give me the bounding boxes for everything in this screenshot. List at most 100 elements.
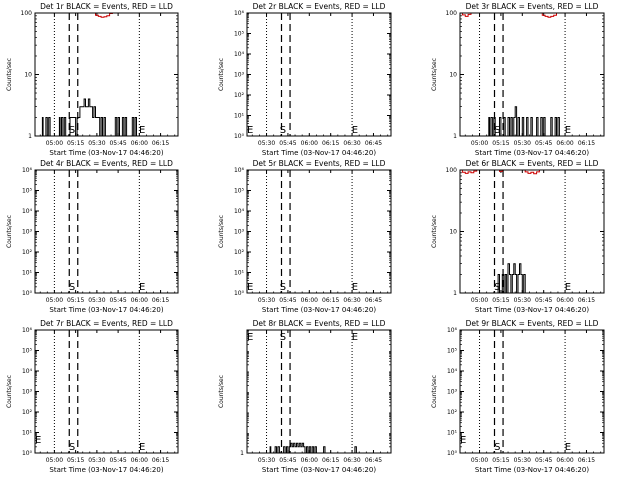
y-tick-label: 10¹ (234, 270, 245, 277)
x-tick-label: 06:15 (152, 297, 169, 304)
y-tick-label: 10⁰ (22, 450, 33, 457)
x-tick-label: 06:15 (322, 140, 339, 147)
lld-series-line (92, 13, 113, 18)
events-series-line (269, 442, 357, 453)
plot-frame (34, 169, 179, 294)
series-group (269, 442, 357, 453)
y-tick-label: 10³ (22, 229, 33, 236)
interval-marker-s: S (494, 282, 500, 293)
y-tick-label: 1 (240, 450, 244, 457)
y-axis-label: Counts/sec (431, 58, 438, 91)
plot-frame (459, 169, 605, 294)
y-tick-label: 10⁶ (22, 327, 33, 334)
y-tick-label: 10⁵ (234, 188, 245, 195)
interval-marker-s: S (494, 442, 500, 453)
y-tick-label: 10⁴ (447, 368, 458, 375)
x-axis-label: Start Time (03-Nov-17 04:46:20) (49, 149, 163, 157)
y-tick-label: 10⁴ (234, 208, 245, 215)
y-tick-label: 10⁴ (22, 208, 33, 215)
interval-marker-e: E (352, 282, 358, 293)
events-series-line (496, 263, 526, 293)
y-tick-label: 10⁰ (447, 450, 458, 457)
panel-title: Det 7r BLACK = Events, RED = LLD (40, 319, 173, 328)
x-tick-label: 06:15 (322, 457, 339, 464)
y-tick-label: 10⁰ (22, 290, 33, 297)
y-tick-label: 10² (22, 409, 33, 416)
x-tick-label: 05:15 (492, 140, 509, 147)
y-axis-label: Counts/sec (218, 375, 225, 408)
y-tick-label: 10⁵ (22, 348, 33, 355)
x-tick-label: 06:15 (152, 457, 169, 464)
series-group (460, 13, 560, 136)
x-tick-label: 06:00 (131, 297, 148, 304)
x-tick-label: 05:00 (471, 297, 488, 304)
x-tick-label: 06:00 (301, 457, 318, 464)
x-tick-label: 06:30 (343, 457, 360, 464)
y-tick-label: 10⁵ (234, 31, 245, 38)
interval-marker-s: S (280, 332, 286, 343)
lld-series-line (460, 170, 478, 174)
events-series-line (488, 106, 560, 136)
y-tick-label: 10 (449, 72, 457, 79)
detector-panel-9: Det 9r BLACK = Events, RED = LLD Counts/s… (431, 319, 605, 474)
x-tick-label: 05:00 (471, 457, 488, 464)
interval-marker-s: S (280, 282, 286, 293)
x-tick-label: 05:45 (279, 140, 296, 147)
interval-marker-e: E (35, 435, 41, 446)
detector-panel-6: Det 6r BLACK = Events, RED = LLD Counts/s… (431, 159, 605, 314)
x-tick-label: 06:15 (578, 297, 595, 304)
y-tick-label: 100 (446, 167, 458, 174)
lld-series-line (539, 13, 557, 18)
y-tick-label: 10⁶ (22, 167, 33, 174)
detector-panel-3: Det 3r BLACK = Events, RED = LLD Counts/s… (431, 2, 605, 157)
x-tick-label: 06:00 (131, 457, 148, 464)
x-tick-label: 05:15 (492, 297, 509, 304)
x-tick-label: 06:15 (152, 140, 169, 147)
interval-marker-e: E (247, 125, 253, 136)
interval-marker-e: E (247, 332, 253, 343)
x-tick-label: 05:45 (535, 457, 552, 464)
x-tick-label: 06:00 (301, 297, 318, 304)
x-tick-label: 05:15 (67, 297, 84, 304)
x-tick-label: 05:00 (471, 140, 488, 147)
x-tick-label: 05:30 (514, 297, 531, 304)
y-tick-label: 10⁴ (22, 368, 33, 375)
interval-marker-e: E (139, 442, 145, 453)
x-axis-label: Start Time (03-Nov-17 04:46:20) (475, 149, 589, 157)
y-tick-label: 10⁵ (22, 188, 33, 195)
x-tick-label: 05:15 (492, 457, 509, 464)
y-tick-label: 10¹ (22, 430, 33, 437)
x-tick-label: 05:00 (46, 297, 63, 304)
x-axis-label: Start Time (03-Nov-17 04:46:20) (262, 306, 376, 314)
interval-marker-e: E (565, 442, 571, 453)
detector-panel-5: Det 5r BLACK = Events, RED = LLD Counts/s… (218, 159, 392, 314)
y-tick-label: 10² (22, 249, 33, 256)
interval-marker-e: E (139, 125, 145, 136)
y-tick-label: 10¹ (234, 113, 245, 120)
y-tick-label: 10⁰ (234, 290, 245, 297)
panel-title: Det 1r BLACK = Events, RED = LLD (40, 2, 173, 11)
panel-title: Det 8r BLACK = Events, RED = LLD (253, 319, 386, 328)
interval-marker-e: E (352, 125, 358, 136)
x-tick-label: 06:45 (365, 297, 382, 304)
x-tick-label: 05:45 (109, 297, 126, 304)
y-axis-label: Counts/sec (6, 215, 13, 248)
y-axis-label: Counts/sec (431, 375, 438, 408)
x-tick-label: 05:45 (535, 297, 552, 304)
x-axis-label: Start Time (03-Nov-17 04:46:20) (262, 149, 376, 157)
events-series-line (41, 98, 137, 136)
y-axis-label: Counts/sec (218, 215, 225, 248)
detector-panel-2: Det 2r BLACK = Events, RED = LLD Counts/s… (218, 2, 392, 157)
detector-panel-8: Det 8r BLACK = Events, RED = LLD Counts/s… (218, 319, 392, 474)
x-tick-label: 05:45 (279, 297, 296, 304)
y-tick-label: 10⁶ (447, 327, 458, 334)
x-axis-label: Start Time (03-Nov-17 04:46:20) (475, 306, 589, 314)
detector-panel-4: Det 4r BLACK = Events, RED = LLD Counts/s… (6, 159, 179, 314)
interval-marker-e: E (565, 125, 571, 136)
panel-title: Det 6r BLACK = Events, RED = LLD (466, 159, 599, 168)
lld-series-line (496, 170, 503, 172)
y-tick-label: 10⁶ (234, 167, 245, 174)
x-tick-label: 05:30 (258, 140, 275, 147)
x-tick-label: 05:45 (109, 140, 126, 147)
lld-series-line (460, 13, 472, 17)
